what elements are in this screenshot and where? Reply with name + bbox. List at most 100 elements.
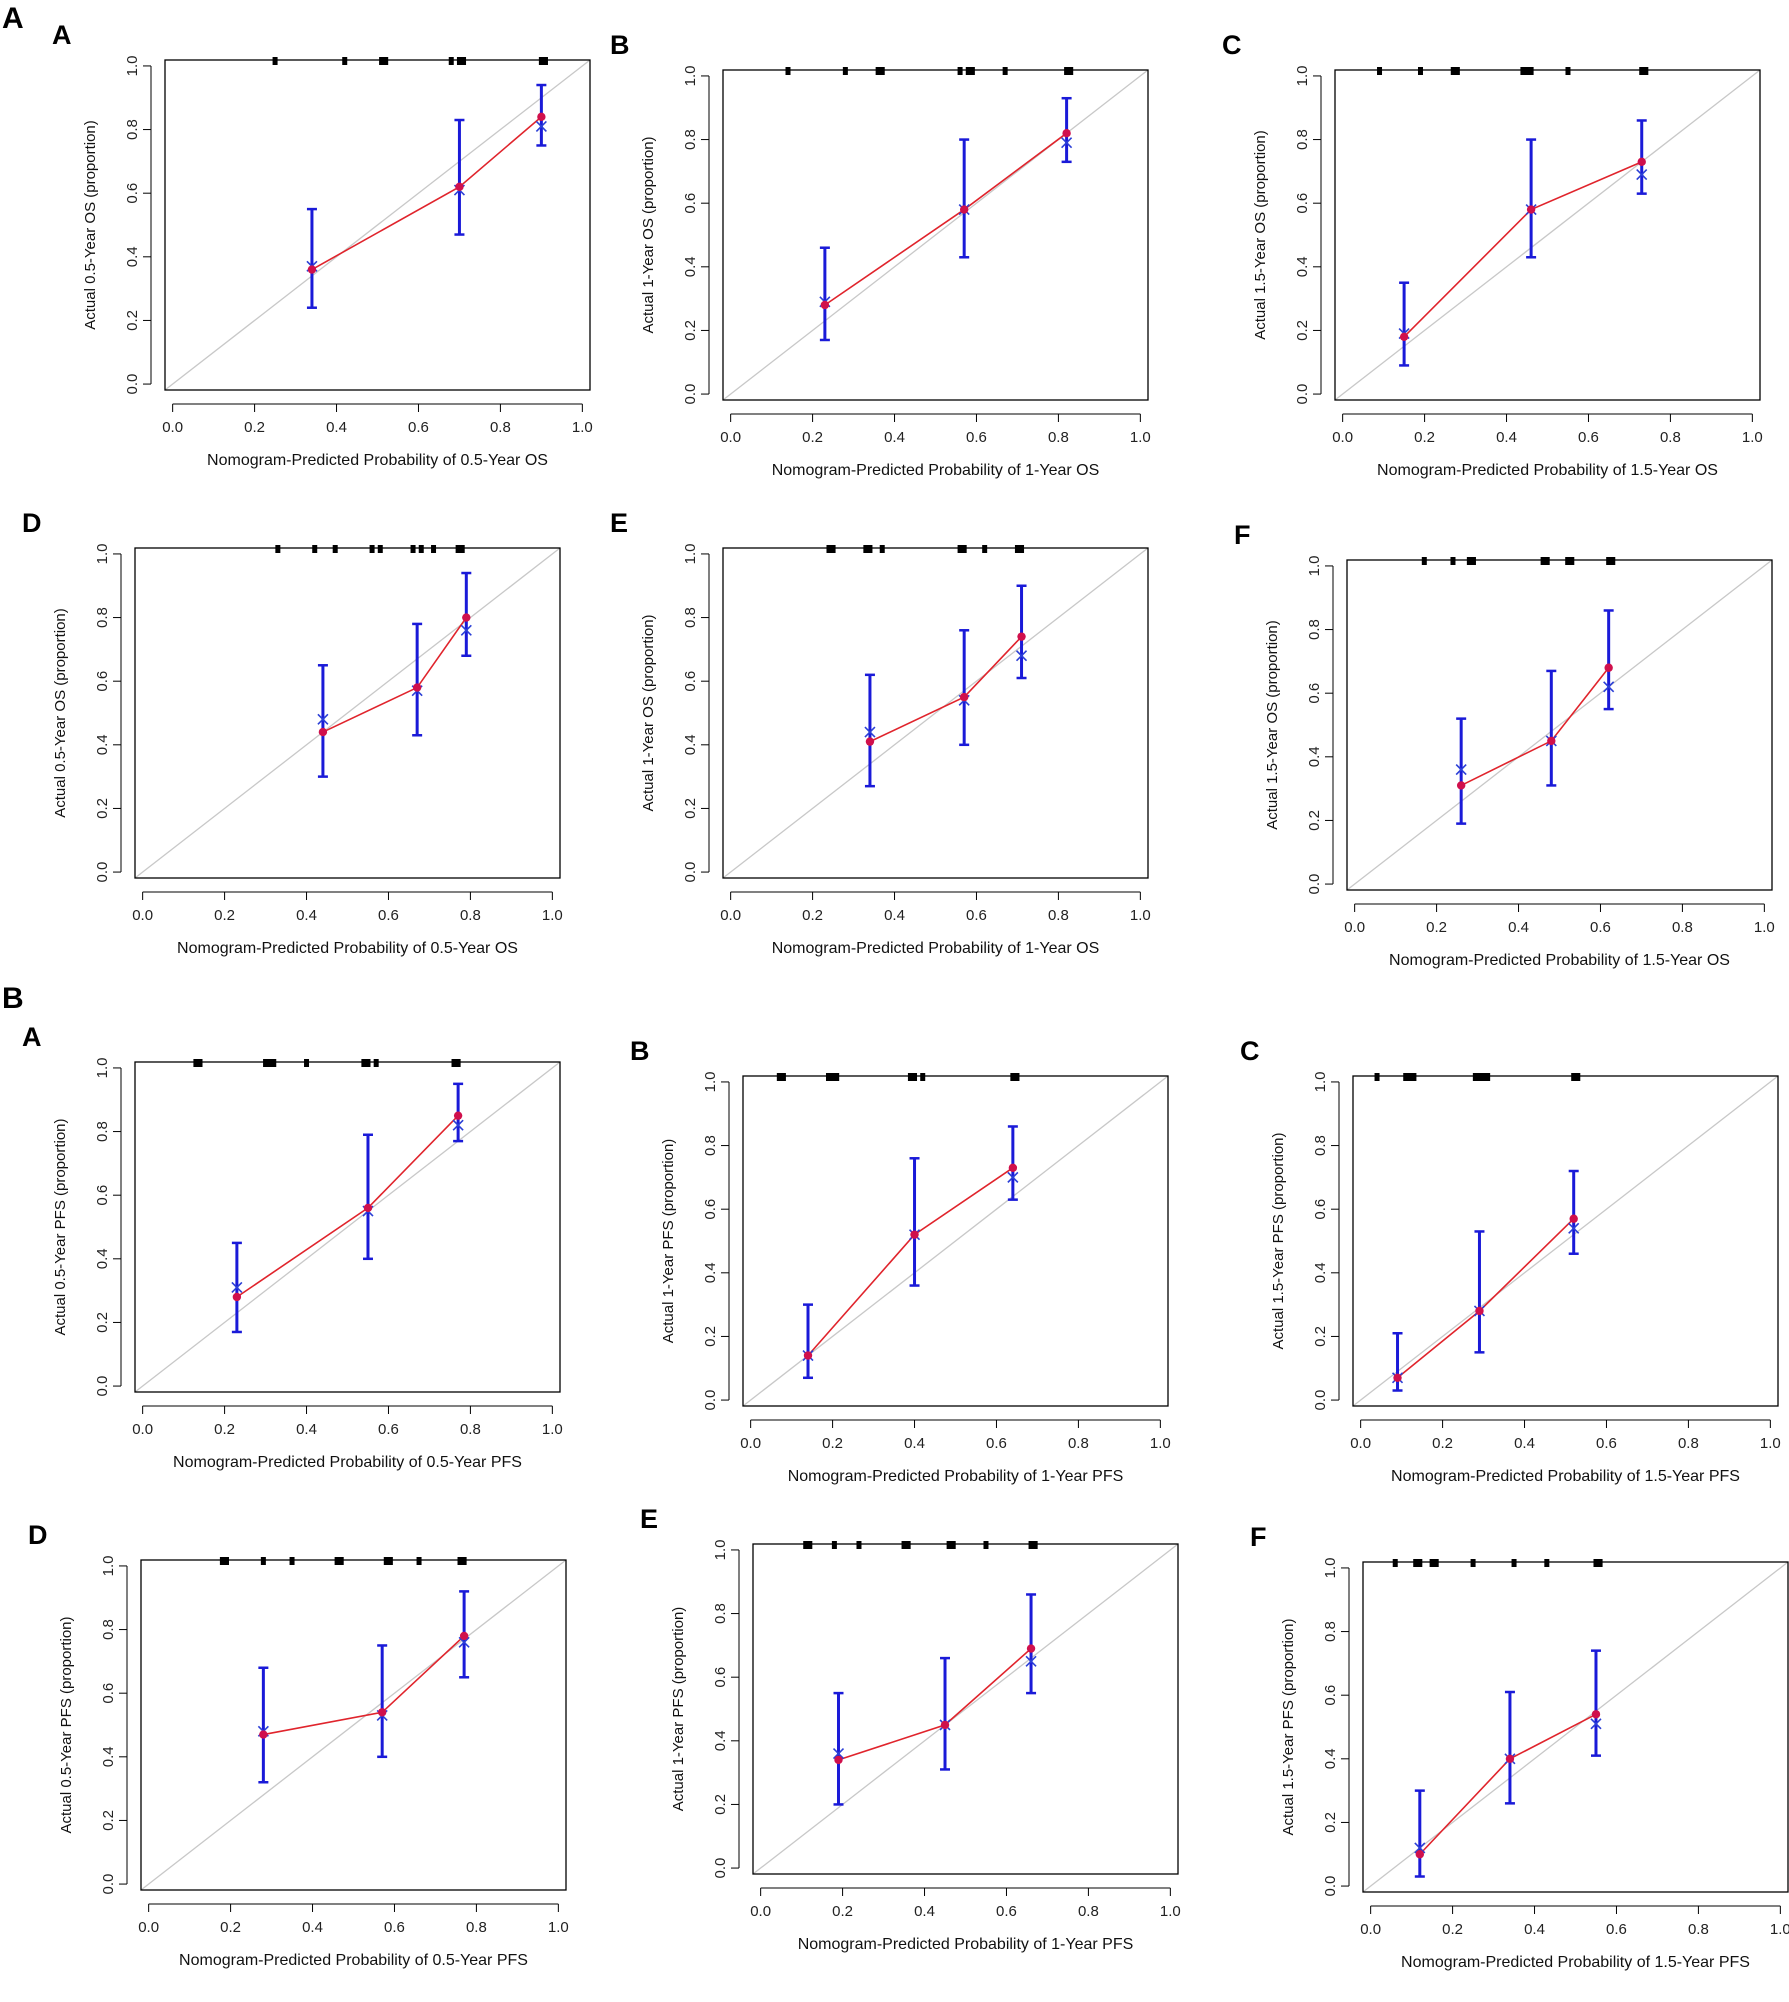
x-tick-label: 1.0 (1150, 1435, 1171, 1452)
rug-mark (1597, 1559, 1603, 1567)
rug-mark (831, 1541, 837, 1549)
corrected-point (231, 1281, 243, 1294)
x-tick-label: 0.6 (378, 1421, 399, 1438)
x-tick-label: 0.4 (326, 419, 347, 436)
calibration-plot: 0.0 0.2 0.4 0.6 0.8 1.0 0.0 0.2 0.4 0.6 0.8 1.0 Nomo… (52, 544, 563, 957)
x-tick-label: 0.4 (1514, 1435, 1535, 1452)
corrected-point-stroke (832, 1747, 845, 1760)
plot-frame (1334, 69, 1761, 401)
corrected-point-stroke (1568, 1222, 1580, 1234)
corrected-point (460, 624, 472, 636)
y-tick-label: 0.8 (712, 1603, 729, 1624)
x-tick-label: 0.0 (132, 1421, 153, 1438)
x-tick-label: 0.6 (1606, 1921, 1627, 1938)
y-tick-label: 0.2 (682, 320, 699, 341)
x-axis-title: Nomogram-Predicted Probability of 0.5-Ye… (207, 452, 548, 469)
corrected-point (317, 713, 329, 725)
x-tick-label: 0.4 (296, 1421, 317, 1438)
plot-frame (752, 1543, 1179, 1875)
x-tick-label: 0.6 (1596, 1435, 1617, 1452)
rug-mark (538, 57, 544, 65)
y-tick-label: 0.8 (1322, 1621, 1339, 1642)
y-tick-label: 0.8 (94, 1121, 111, 1142)
rug-mark (1472, 1073, 1478, 1081)
x-tick-label: 0.0 (720, 907, 741, 924)
x-tick-label: 0.2 (822, 1435, 843, 1452)
x-tick-label: 1.0 (1160, 1903, 1181, 1920)
x-tick-label: 0.0 (1350, 1435, 1371, 1452)
x-tick-label: 1.0 (1760, 1435, 1781, 1452)
y-tick-label: 0.4 (682, 734, 699, 755)
y-tick-label: 0.6 (712, 1667, 729, 1688)
rug-mark (830, 1073, 836, 1081)
panel-letter: B (610, 30, 630, 60)
x-tick-label: 0.2 (220, 1919, 241, 1936)
x-tick-label: 0.6 (1590, 919, 1611, 936)
rug-mark (1002, 67, 1008, 75)
observed-point (1591, 1710, 1601, 1719)
y-tick-label: 0.0 (682, 384, 699, 405)
panel-letter: A (52, 20, 72, 50)
ideal-diagonal (164, 59, 591, 391)
observed-point (910, 1230, 919, 1239)
x-tick-label: 0.6 (1578, 429, 1599, 446)
y-tick-label: 0.6 (124, 183, 141, 204)
plot-frame (722, 547, 1149, 879)
observed-point (377, 1708, 387, 1717)
rug-mark (785, 67, 791, 75)
rug-mark (1575, 1073, 1581, 1081)
y-tick-label: 0.0 (1312, 1390, 1329, 1411)
corrected-point (1590, 1718, 1602, 1730)
section-label-a: A (2, 2, 24, 35)
panel-letter: C (1222, 30, 1242, 60)
rug-mark (905, 1541, 911, 1549)
corrected-point-stroke (460, 624, 472, 636)
calibration-plot: 0.0 0.2 0.4 0.6 0.8 1.0 0.0 0.2 0.4 0.6 0.8 1.0 Nomo… (58, 1556, 569, 1969)
x-tick-label: 0.2 (244, 419, 265, 436)
observed-point (959, 205, 969, 214)
y-tick-label: 0.4 (1312, 1262, 1329, 1283)
panel-os-b: 0.0 0.2 0.4 0.6 0.8 1.0 0.0 0.2 0.4 0.6 0.8 1.0 Nomo… (588, 30, 1178, 510)
rug-mark (965, 67, 971, 75)
x-axis-title: Nomogram-Predicted Probability of 0.5-Ye… (173, 1454, 522, 1471)
rug-mark (776, 1073, 782, 1081)
corrected-point-stroke (452, 1119, 464, 1131)
observed-point (363, 1203, 373, 1213)
rug-mark (842, 67, 848, 75)
ideal-diagonal (140, 1559, 567, 1891)
y-tick-label: 0.6 (1294, 193, 1311, 214)
rug-mark (957, 67, 963, 75)
rug-mark (1639, 67, 1645, 75)
x-axis-title: Nomogram-Predicted Probability of 0.5-Ye… (177, 940, 518, 957)
ideal-diagonal (134, 1061, 561, 1393)
rug-mark (961, 545, 967, 553)
ideal-diagonal (752, 1543, 1179, 1875)
observed-point (1026, 1644, 1036, 1653)
rug-mark (223, 1557, 229, 1565)
corrected-point-stroke (864, 726, 876, 738)
observed-line (1460, 667, 1610, 787)
rug-mark (383, 1557, 389, 1565)
rug-mark (1014, 545, 1020, 553)
observed-point (1062, 129, 1071, 138)
rug-mark (1524, 67, 1530, 75)
rug-mark (1466, 557, 1472, 565)
observed-point (1393, 1373, 1402, 1382)
observed-point (412, 683, 422, 692)
rug-mark (373, 1059, 379, 1067)
rug-mark (863, 545, 869, 553)
x-tick-label: 0.8 (1078, 1903, 1099, 1920)
y-axis-title: Actual 0.5-Year PFS (proportion) (52, 1118, 69, 1335)
rug-mark (830, 545, 836, 553)
corrected-point-stroke (317, 713, 329, 725)
x-tick-label: 0.4 (884, 907, 905, 924)
rug-mark (361, 1059, 367, 1067)
panel-pfs-d: 0.0 0.2 0.4 0.6 0.8 1.0 0.0 0.2 0.4 0.6 0.8 1.0 Nomo… (6, 1520, 596, 2000)
rug-mark (193, 1059, 199, 1067)
rug-mark (1454, 67, 1460, 75)
y-tick-label: 1.0 (702, 1072, 719, 1093)
rug-mark (1520, 67, 1526, 75)
rug-mark (1010, 1073, 1016, 1081)
corrected-point-stroke (1455, 763, 1467, 776)
observed-line (1403, 161, 1643, 338)
